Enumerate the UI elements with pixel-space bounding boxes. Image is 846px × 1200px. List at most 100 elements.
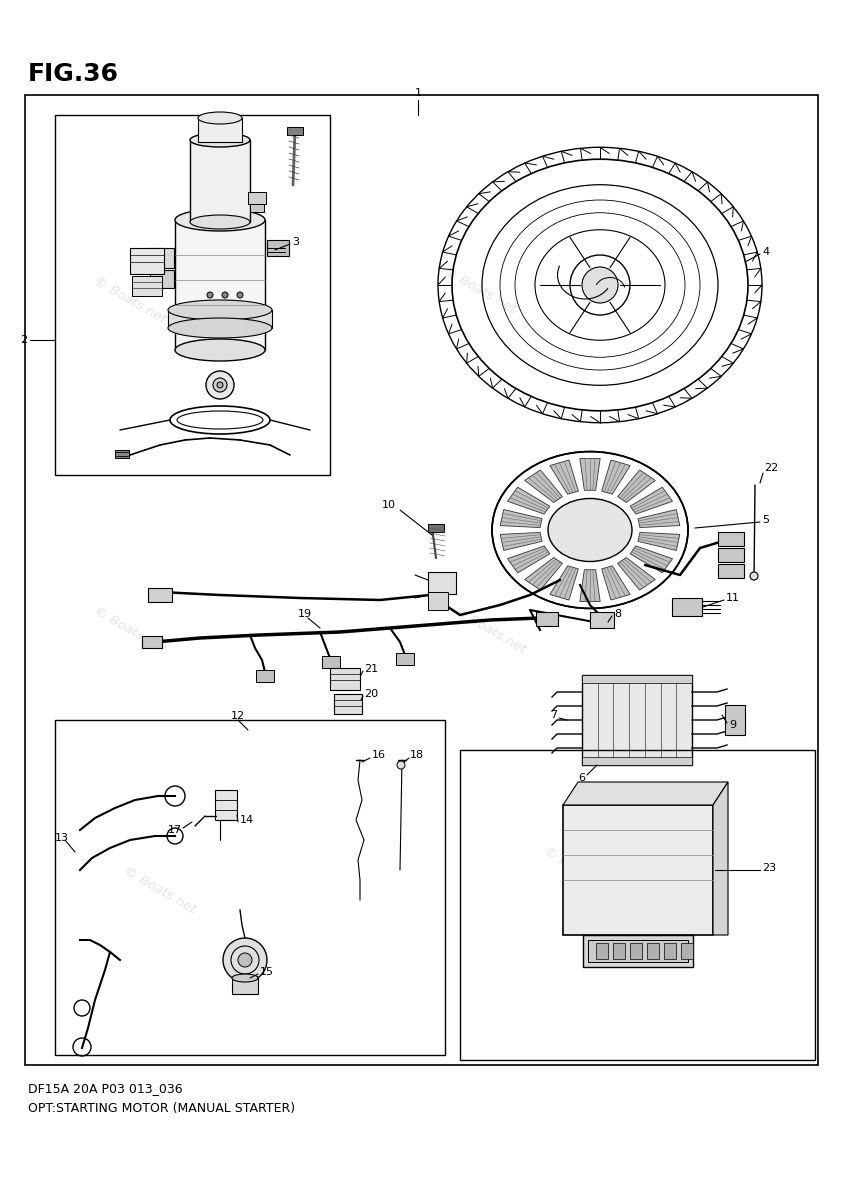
Circle shape bbox=[217, 382, 223, 388]
Text: 8: 8 bbox=[614, 608, 621, 619]
Circle shape bbox=[222, 292, 228, 298]
Bar bbox=[590, 612, 614, 628]
Bar bbox=[536, 612, 558, 626]
Text: 14: 14 bbox=[240, 815, 254, 826]
Bar bbox=[198, 118, 242, 142]
Bar bbox=[232, 978, 258, 994]
Bar bbox=[132, 276, 162, 296]
Polygon shape bbox=[508, 487, 550, 514]
Bar bbox=[115, 450, 129, 458]
Bar bbox=[596, 943, 608, 959]
Bar bbox=[630, 943, 642, 959]
Bar bbox=[256, 670, 274, 682]
Bar bbox=[718, 532, 744, 546]
Bar bbox=[718, 548, 744, 562]
Text: 22: 22 bbox=[764, 463, 778, 473]
Ellipse shape bbox=[232, 974, 258, 982]
Polygon shape bbox=[630, 487, 673, 514]
Text: © Boats.net: © Boats.net bbox=[91, 604, 168, 656]
Bar bbox=[148, 588, 172, 602]
Text: © Boats.net: © Boats.net bbox=[91, 274, 168, 326]
Bar bbox=[150, 270, 174, 288]
Bar bbox=[55, 720, 445, 1055]
Bar bbox=[25, 95, 818, 1066]
Polygon shape bbox=[630, 546, 673, 572]
Bar bbox=[460, 750, 815, 1060]
Bar bbox=[130, 248, 164, 274]
Bar bbox=[613, 943, 625, 959]
Bar bbox=[190, 140, 250, 222]
Text: 9: 9 bbox=[729, 720, 736, 730]
Text: 13: 13 bbox=[55, 833, 69, 842]
Text: 5: 5 bbox=[762, 515, 769, 526]
Bar bbox=[322, 656, 340, 668]
Bar bbox=[148, 248, 174, 268]
Bar bbox=[672, 598, 702, 616]
Circle shape bbox=[223, 938, 267, 982]
Text: 16: 16 bbox=[372, 750, 386, 760]
Bar bbox=[428, 592, 448, 610]
Bar bbox=[248, 192, 266, 204]
Polygon shape bbox=[563, 782, 728, 805]
Polygon shape bbox=[550, 460, 579, 494]
Polygon shape bbox=[580, 458, 600, 491]
Bar bbox=[250, 204, 264, 212]
Bar bbox=[588, 940, 688, 962]
Text: 10: 10 bbox=[382, 500, 396, 510]
Text: © Boats.net: © Boats.net bbox=[442, 264, 519, 316]
Bar bbox=[582, 674, 692, 766]
Polygon shape bbox=[618, 470, 656, 503]
Ellipse shape bbox=[190, 133, 250, 146]
Polygon shape bbox=[602, 460, 630, 494]
Polygon shape bbox=[618, 558, 656, 590]
Text: 18: 18 bbox=[410, 750, 424, 760]
Text: 4: 4 bbox=[762, 247, 769, 257]
Bar bbox=[215, 790, 237, 820]
Circle shape bbox=[206, 371, 234, 398]
Polygon shape bbox=[525, 558, 563, 590]
Bar bbox=[330, 668, 360, 690]
Text: © Boats.net: © Boats.net bbox=[541, 844, 618, 896]
Bar bbox=[175, 220, 265, 350]
Circle shape bbox=[213, 378, 227, 392]
Text: 15: 15 bbox=[260, 967, 274, 977]
Circle shape bbox=[207, 292, 213, 298]
Bar bbox=[647, 943, 659, 959]
Bar bbox=[583, 935, 693, 967]
Bar bbox=[582, 757, 692, 766]
Text: 23: 23 bbox=[762, 863, 776, 874]
Bar bbox=[428, 572, 456, 594]
Bar bbox=[334, 694, 362, 714]
Bar bbox=[664, 943, 676, 959]
Text: 1: 1 bbox=[415, 88, 421, 98]
Polygon shape bbox=[500, 533, 542, 551]
Bar bbox=[428, 524, 444, 532]
Bar bbox=[563, 805, 713, 935]
Text: DF15A 20A P03 013_036: DF15A 20A P03 013_036 bbox=[28, 1082, 183, 1094]
Ellipse shape bbox=[175, 338, 265, 361]
Bar bbox=[267, 240, 289, 256]
Circle shape bbox=[750, 572, 758, 580]
Bar bbox=[681, 943, 693, 959]
Ellipse shape bbox=[168, 300, 272, 320]
Ellipse shape bbox=[190, 215, 250, 229]
Polygon shape bbox=[525, 470, 563, 503]
Polygon shape bbox=[500, 510, 542, 528]
Text: © Boats.net: © Boats.net bbox=[452, 604, 528, 656]
Circle shape bbox=[397, 761, 405, 769]
Ellipse shape bbox=[198, 112, 242, 124]
Ellipse shape bbox=[175, 209, 265, 230]
Text: 11: 11 bbox=[726, 593, 740, 602]
Bar bbox=[55, 115, 330, 475]
Bar bbox=[142, 636, 162, 648]
Text: 17: 17 bbox=[168, 826, 182, 835]
Polygon shape bbox=[602, 565, 630, 600]
Text: 19: 19 bbox=[298, 608, 312, 619]
Text: 20: 20 bbox=[364, 689, 378, 698]
Text: © Boats.net: © Boats.net bbox=[122, 864, 198, 916]
Bar bbox=[287, 127, 303, 134]
Polygon shape bbox=[550, 565, 579, 600]
Ellipse shape bbox=[168, 318, 272, 338]
Text: FIG.36: FIG.36 bbox=[28, 62, 119, 86]
Text: OPT:STARTING MOTOR (MANUAL STARTER): OPT:STARTING MOTOR (MANUAL STARTER) bbox=[28, 1102, 295, 1115]
